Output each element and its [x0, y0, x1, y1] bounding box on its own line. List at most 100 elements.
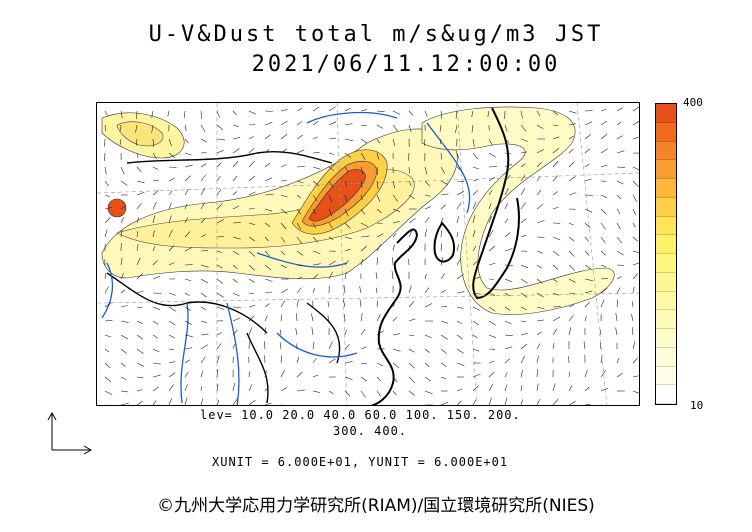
wind-arrow — [152, 201, 157, 210]
wind-arrow — [392, 244, 395, 252]
wind-arrow — [520, 163, 526, 168]
wind-arrow — [472, 229, 476, 238]
wind-arrow — [504, 232, 511, 238]
wind-arrow — [504, 358, 511, 364]
colorbar-swatch — [656, 254, 676, 273]
wind-arrow — [520, 187, 526, 196]
wind-arrow — [392, 348, 401, 352]
wind-arrow — [377, 404, 378, 405]
wind-arrow — [617, 404, 618, 405]
wind-arrow — [392, 317, 398, 322]
wind-arrow — [504, 346, 513, 350]
wind-arrow — [104, 348, 110, 353]
wind-arrow — [344, 222, 351, 229]
wind-arrow — [455, 124, 458, 133]
wind-arrow — [232, 306, 241, 308]
wind-arrow — [456, 190, 465, 196]
wind-arrow — [360, 152, 366, 160]
wind-arrow — [136, 362, 144, 367]
wind-arrow — [232, 110, 238, 116]
wind-arrow — [488, 292, 496, 296]
wind-arrow — [456, 400, 462, 405]
wind-arrow — [600, 148, 608, 154]
wind-arrow — [456, 166, 462, 172]
wind-arrow — [520, 110, 523, 119]
wind-arrow — [152, 230, 155, 238]
wind-arrow — [359, 286, 362, 294]
dust-plume-northeast — [421, 106, 615, 315]
wind-arrow — [423, 138, 426, 147]
wind-arrow — [264, 162, 271, 168]
wind-arrow — [472, 201, 477, 210]
wind-arrow — [472, 373, 481, 378]
wind-arrow — [488, 306, 496, 312]
wind-arrow — [568, 315, 574, 322]
wind-arrow — [296, 180, 304, 184]
wind-arrow — [536, 250, 543, 254]
wind-arrow — [552, 278, 558, 283]
wind-arrow — [312, 208, 316, 215]
wind-arrow — [632, 121, 639, 126]
wind-arrow — [408, 230, 413, 238]
wind-arrow — [343, 299, 346, 308]
wind-arrow — [504, 124, 508, 132]
wind-arrow — [615, 313, 618, 322]
wind-arrow — [216, 188, 222, 196]
wind-arrow — [280, 387, 288, 392]
wind-arrow — [584, 208, 593, 213]
wind-arrow — [136, 243, 139, 252]
wind-arrow — [440, 348, 448, 355]
wind-arrow — [440, 204, 446, 210]
wind-arrow — [264, 177, 273, 182]
wind-arrow — [136, 257, 141, 266]
wind-arrow — [280, 288, 289, 294]
wind-arrow — [104, 180, 109, 187]
wind-arrow — [312, 166, 321, 170]
wind-arrow — [440, 166, 446, 174]
wind-arrow — [456, 152, 460, 159]
wind-arrow — [264, 370, 267, 378]
wind-arrow — [600, 194, 607, 198]
wind-arrow — [136, 110, 138, 120]
wind-arrow — [312, 136, 318, 140]
wind-arrow — [281, 404, 284, 405]
wind-arrow — [120, 273, 124, 280]
wind-arrow — [152, 246, 156, 252]
wind-arrow — [488, 190, 493, 196]
wind-arrow — [456, 388, 463, 392]
wind-arrow — [633, 404, 634, 405]
wind-arrow — [264, 222, 271, 227]
wind-arrow — [280, 120, 288, 126]
wind-arrow — [472, 190, 478, 196]
wind-arrow — [456, 274, 464, 280]
wind-arrow — [536, 278, 543, 284]
wind-arrow — [568, 385, 573, 392]
wind-arrow — [216, 250, 223, 253]
wind-arrow — [424, 362, 430, 368]
wind-arrow — [568, 176, 576, 182]
wind-arrow — [504, 188, 509, 196]
wind-arrow — [296, 149, 305, 154]
wind-arrow — [296, 121, 302, 126]
wind-arrow — [168, 320, 176, 326]
wind-arrow — [520, 369, 523, 378]
wind-arrow — [232, 175, 238, 182]
wind-arrow — [392, 208, 401, 213]
wind-arrow — [200, 333, 209, 336]
wind-arrow — [184, 188, 189, 196]
wind-arrow — [168, 292, 176, 296]
korea-coast — [433, 221, 455, 263]
wind-arrow — [168, 152, 176, 159]
wind-arrow — [360, 166, 364, 175]
wind-arrow — [632, 262, 639, 266]
wind-arrow — [600, 387, 609, 392]
wind-arrow — [536, 220, 545, 224]
wind-arrow — [376, 362, 383, 367]
wind-arrow — [216, 306, 225, 310]
wind-arrow — [584, 302, 590, 308]
wind-arrow — [600, 120, 608, 126]
wind-arrow — [344, 361, 353, 364]
wind-arrow — [120, 289, 126, 294]
wind-arrow — [536, 355, 539, 364]
wind-arrow — [296, 208, 302, 215]
